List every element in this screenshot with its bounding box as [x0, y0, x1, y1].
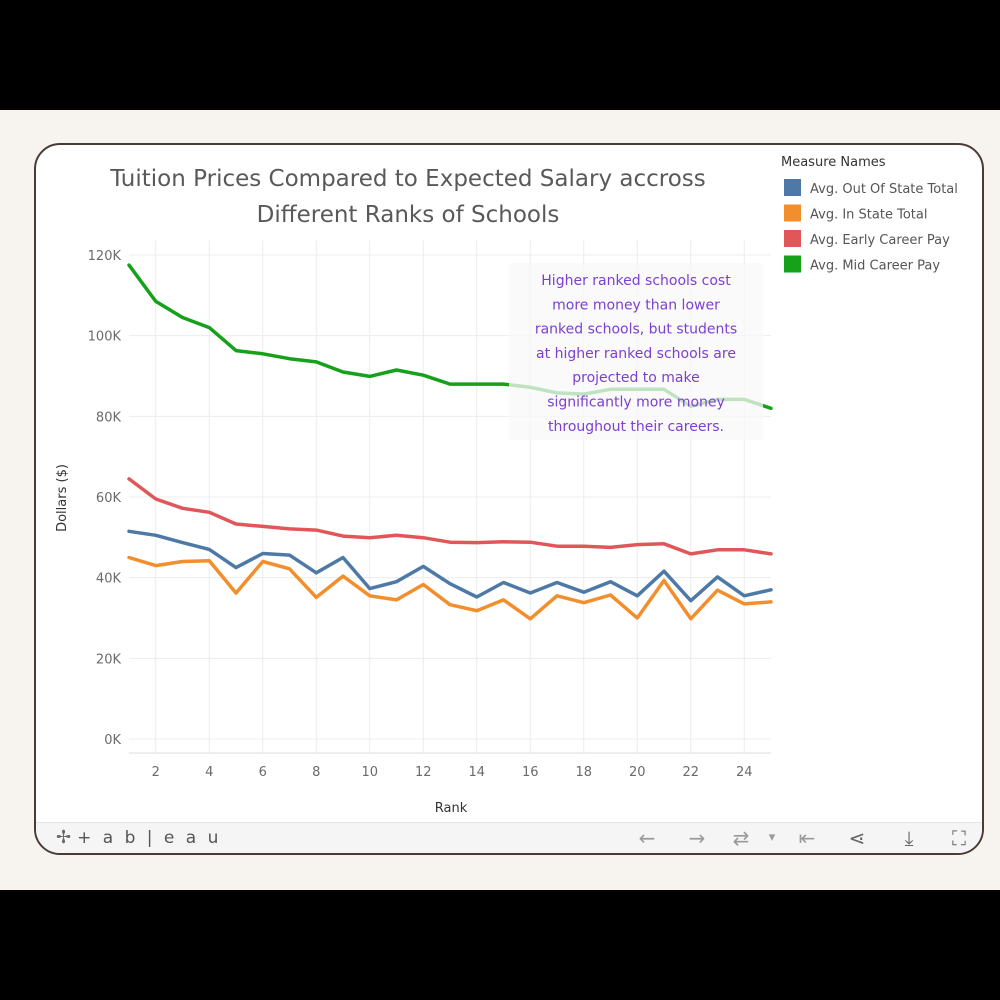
fullscreen-button[interactable]: ⛶	[946, 826, 972, 850]
revert-dropdown[interactable]: ▾	[764, 826, 780, 850]
y-tick-label: 120K	[88, 249, 122, 264]
x-tick-label: 4	[205, 765, 213, 780]
x-axis-ticks: 2 4 6 8 10 12 14 16 18 20 22 24	[152, 765, 753, 780]
legend-swatch	[784, 230, 801, 247]
x-tick-label: 2	[152, 765, 160, 780]
x-tick-label: 8	[312, 765, 320, 780]
annotation-line: ranked schools, but students	[535, 322, 737, 338]
y-axis-ticks: 0K 20K 40K 60K 80K 100K 120K	[88, 249, 122, 748]
chevron-down-icon: ▾	[768, 830, 776, 845]
x-tick-label: 12	[415, 765, 432, 780]
legend-item-label[interactable]: Avg. In State Total	[810, 208, 927, 223]
legend-title: Measure Names	[781, 155, 886, 170]
x-axis-title: Rank	[435, 801, 468, 816]
x-tick-label: 24	[736, 765, 753, 780]
annotation-line: at higher ranked schools are	[536, 346, 736, 362]
reset-to-start-icon: ⇤	[798, 826, 816, 850]
x-tick-label: 14	[468, 765, 485, 780]
y-tick-label: 100K	[88, 330, 122, 345]
arrow-left-icon: ←	[638, 826, 656, 850]
annotation-line: more money than lower	[552, 297, 720, 313]
x-tick-label: 16	[522, 765, 539, 780]
annotation-line: Higher ranked schools cost	[541, 273, 731, 289]
legend-swatch	[784, 255, 801, 273]
legend-swatch	[784, 204, 801, 222]
y-tick-label: 40K	[96, 572, 122, 587]
download-icon: ⤓	[904, 826, 914, 850]
y-tick-label: 0K	[104, 733, 121, 748]
tableau-toolbar: ✢ + a b | e a u ← → ⇄ ▾ ⇤ ⋖ ⤓ ⛶	[36, 822, 982, 853]
annotation-box	[509, 263, 763, 440]
series-line-1[interactable]	[127, 529, 773, 603]
share-button[interactable]: ⋖	[844, 826, 870, 850]
series-line-3[interactable]	[127, 477, 773, 556]
legend-swatch	[784, 179, 801, 196]
fullscreen-icon: ⛶	[952, 826, 966, 850]
x-tick-label: 18	[575, 765, 592, 780]
x-tick-label: 22	[682, 765, 699, 780]
annotation-line: throughout their careers.	[548, 419, 724, 435]
annotation: Higher ranked schools cost more money tha…	[509, 263, 763, 440]
x-tick-label: 6	[259, 765, 267, 780]
y-tick-label: 80K	[96, 410, 122, 425]
chart-title-line-1: Tuition Prices Compared to Expected Sala…	[109, 166, 705, 192]
legend-item-label[interactable]: Avg. Early Career Pay	[810, 233, 950, 248]
y-axis-title: Dollars ($)	[55, 464, 70, 532]
revert-button[interactable]: ⇄	[728, 826, 754, 850]
legend: Measure Names Avg. Out Of State Total Avg…	[781, 155, 958, 274]
annotation-line: projected to make	[572, 370, 699, 386]
chart-title: Tuition Prices Compared to Expected Sala…	[109, 166, 705, 228]
x-tick-label: 20	[629, 765, 646, 780]
annotation-line: significantly more money	[547, 395, 725, 411]
x-tick-label: 10	[361, 765, 378, 780]
redo-button[interactable]: →	[684, 826, 710, 850]
grid	[129, 240, 771, 754]
chart-title-line-2: Different Ranks of Schools	[257, 202, 560, 228]
undo-button[interactable]: ←	[634, 826, 660, 850]
tableau-logo-text: + a b | e a u	[77, 828, 222, 848]
tableau-logo-icon: ✢	[56, 827, 72, 848]
arrow-right-icon: →	[688, 826, 706, 850]
share-icon: ⋖	[848, 826, 866, 850]
series-line-2[interactable]	[127, 555, 773, 621]
tableau-viz-frame: Tuition Prices Compared to Expected Sala…	[34, 143, 984, 855]
chart: Tuition Prices Compared to Expected Sala…	[55, 155, 958, 816]
revert-icon: ⇄	[732, 826, 750, 850]
legend-item-label[interactable]: Avg. Mid Career Pay	[810, 259, 940, 274]
y-tick-label: 20K	[96, 652, 122, 667]
download-button[interactable]: ⤓	[896, 826, 922, 850]
y-tick-label: 60K	[96, 491, 122, 506]
tableau-logo[interactable]: ✢ + a b | e a u	[56, 827, 221, 849]
reset-button[interactable]: ⇤	[794, 826, 820, 850]
legend-item-label[interactable]: Avg. Out Of State Total	[810, 182, 958, 197]
